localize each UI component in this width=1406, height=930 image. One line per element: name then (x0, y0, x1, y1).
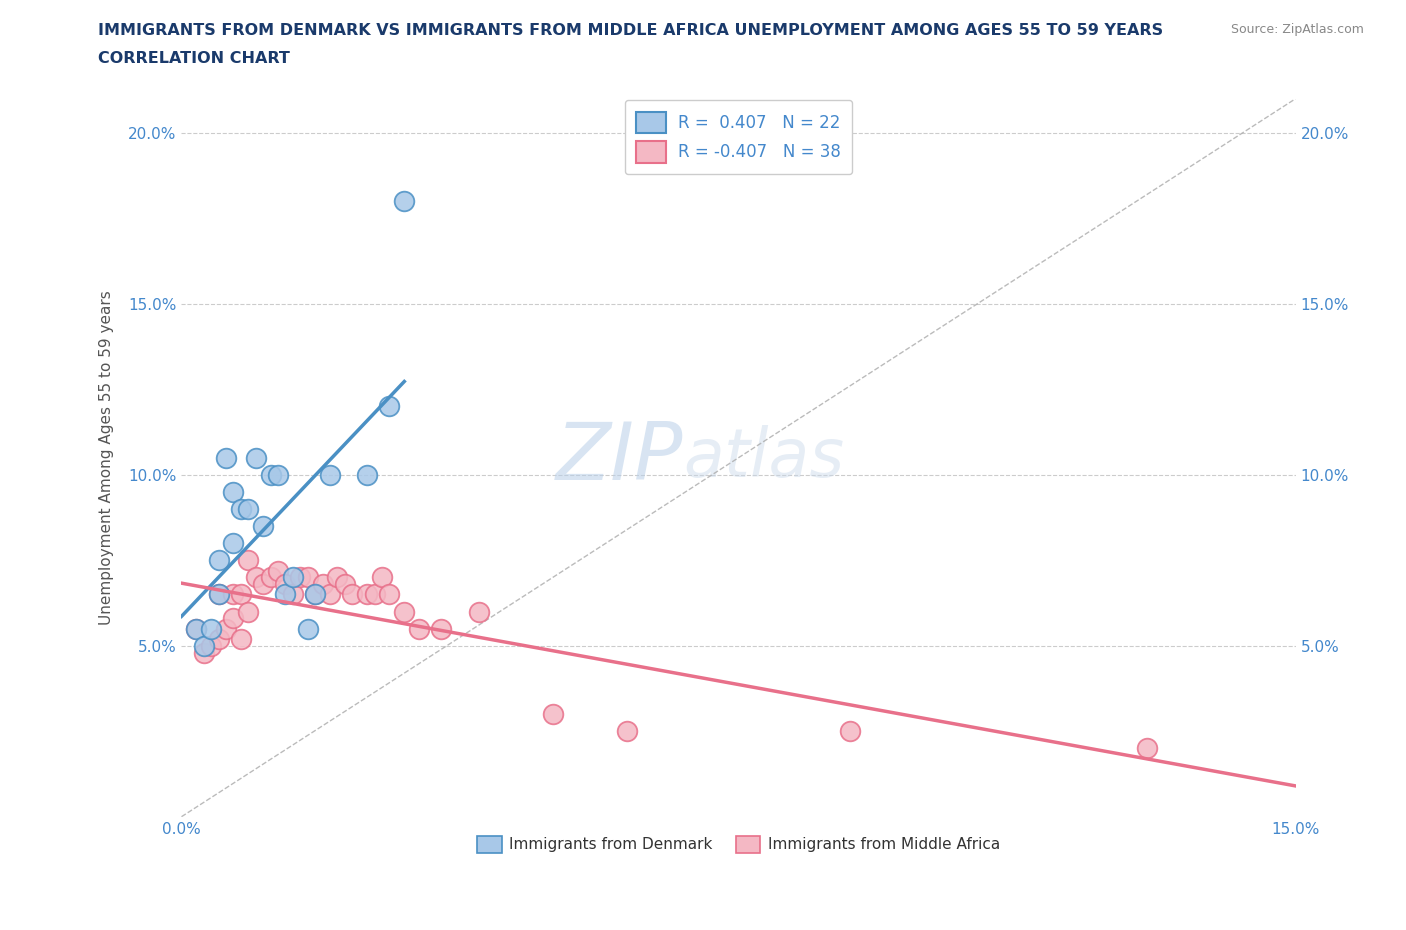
Point (238, 501, 260, 516)
Point (200, 621, 222, 636)
Point (267, 563, 290, 578)
Point (274, 587, 297, 602)
Point (259, 468, 281, 483)
Point (363, 587, 385, 602)
Point (222, 587, 245, 602)
Point (274, 577, 297, 591)
Point (319, 468, 342, 483)
Point (394, 604, 416, 619)
Text: atlas: atlas (683, 425, 844, 491)
Legend: Immigrants from Denmark, Immigrants from Middle Africa: Immigrants from Denmark, Immigrants from… (471, 830, 1007, 859)
Point (1136, 741, 1159, 756)
Y-axis label: Unemployment Among Ages 55 to 59 years: Unemployment Among Ages 55 to 59 years (100, 290, 114, 625)
Point (252, 519, 274, 534)
Point (356, 468, 378, 483)
Text: CORRELATION CHART: CORRELATION CHART (98, 51, 290, 66)
Point (297, 570, 319, 585)
Point (238, 552, 260, 567)
Point (304, 587, 326, 602)
Point (430, 621, 453, 636)
Point (186, 621, 208, 636)
Point (304, 587, 326, 602)
Text: Source: ZipAtlas.com: Source: ZipAtlas.com (1230, 23, 1364, 36)
Point (281, 587, 304, 602)
Point (200, 638, 222, 653)
Point (259, 570, 281, 585)
Point (252, 577, 274, 591)
Point (333, 577, 356, 591)
Point (207, 552, 229, 567)
Point (215, 621, 238, 636)
Point (229, 631, 252, 646)
Point (207, 631, 229, 646)
Point (342, 587, 364, 602)
Point (378, 587, 401, 602)
Point (297, 621, 319, 636)
Point (616, 724, 638, 738)
Point (467, 604, 489, 619)
Point (245, 570, 267, 585)
Point (238, 604, 260, 619)
Point (378, 399, 401, 414)
Point (245, 450, 267, 465)
Point (193, 645, 215, 660)
Point (267, 468, 290, 483)
Text: IMMIGRANTS FROM DENMARK VS IMMIGRANTS FROM MIDDLE AFRICA UNEMPLOYMENT AMONG AGES: IMMIGRANTS FROM DENMARK VS IMMIGRANTS FR… (98, 23, 1164, 38)
Point (229, 587, 252, 602)
Point (281, 570, 304, 585)
Point (319, 587, 342, 602)
Point (326, 570, 349, 585)
Point (186, 621, 208, 636)
Point (229, 501, 252, 516)
Point (207, 587, 229, 602)
Point (193, 638, 215, 653)
Point (222, 485, 245, 499)
Point (408, 621, 430, 636)
Point (215, 450, 238, 465)
Point (356, 587, 378, 602)
Point (839, 724, 862, 738)
Point (311, 577, 333, 591)
Point (222, 536, 245, 551)
Point (290, 570, 312, 585)
Point (371, 570, 394, 585)
Point (394, 193, 416, 208)
Point (222, 611, 245, 626)
Text: ZIP: ZIP (555, 418, 683, 497)
Point (541, 707, 564, 722)
Point (207, 587, 229, 602)
